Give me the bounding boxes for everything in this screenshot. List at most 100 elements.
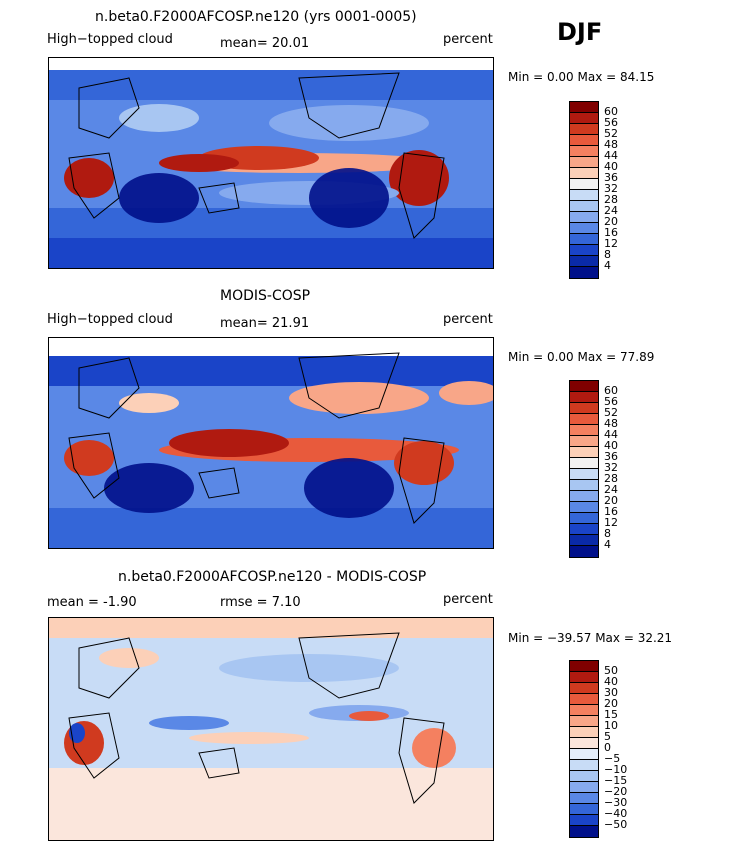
panel1-colorbar-tick: 4 — [604, 259, 611, 272]
panel2-colorbar-tick: 16 — [604, 505, 618, 518]
panel1-colorbar-tick: 20 — [604, 215, 618, 228]
panel2-colorbar-swatch — [570, 392, 598, 403]
panel3-colorbar-swatch — [570, 716, 598, 727]
panel1-colorbar-tick: 24 — [604, 204, 618, 217]
panel3-colorbar-swatch — [570, 738, 598, 749]
panel2-colorbar-swatch — [570, 535, 598, 546]
panel3-rmse-label: rmse = 7.10 — [220, 595, 301, 610]
panel1-minmax: Min = 0.00 Max = 84.15 — [508, 70, 655, 84]
panel2-colorbar-tick: 60 — [604, 384, 618, 397]
panel1-colorbar-tick: 16 — [604, 226, 618, 239]
panel1-colorbar-tick: 44 — [604, 149, 618, 162]
panel1-colorbar-tick: 56 — [604, 116, 618, 129]
panel1-mean-label: mean= 20.01 — [220, 36, 310, 51]
panel3-colorbar-tick: −15 — [604, 774, 628, 787]
panel1-colorbar-swatch — [570, 212, 598, 223]
panel1-colorbar-swatch — [570, 190, 598, 201]
panel1-colorbar-swatch — [570, 157, 598, 168]
panel3-colorbar-tick: 20 — [604, 697, 618, 710]
panel3-colorbar-tick: −5 — [604, 752, 621, 765]
panel2-colorbar-swatch — [570, 524, 598, 535]
panel2-title: MODIS-COSP — [220, 288, 311, 304]
panel3-colorbar-swatch — [570, 749, 598, 760]
panel1-title: n.beta0.F2000AFCOSP.ne120 (yrs 0001-0005… — [95, 9, 417, 25]
panel2-colorbar — [569, 380, 599, 558]
panel3-colorbar-swatch — [570, 661, 598, 672]
panel1-colorbar-swatch — [570, 135, 598, 146]
panel3-colorbar-swatch — [570, 727, 598, 738]
panel2-colorbar-swatch — [570, 436, 598, 447]
panel3-colorbar-tick: 40 — [604, 675, 618, 688]
panel2-colorbar-tick: 28 — [604, 472, 618, 485]
panel2-colorbar-swatch — [570, 502, 598, 513]
panel2-colorbar-swatch — [570, 513, 598, 524]
panel2-colorbar-swatch — [570, 381, 598, 392]
panel2-variable-label: High−topped cloud — [47, 312, 173, 327]
panel2-colorbar-tick: 24 — [604, 483, 618, 496]
panel3-colorbar-tick: 5 — [604, 730, 611, 743]
panel2-colorbar-tick: 44 — [604, 428, 618, 441]
panel3-colorbar-tick: 15 — [604, 708, 618, 721]
panel1-colorbar-swatch — [570, 179, 598, 190]
panel1-units-label: percent — [443, 32, 493, 47]
panel1-colorbar-tick: 60 — [604, 105, 618, 118]
panel3-colorbar-tick: −30 — [604, 796, 628, 809]
panel2-colorbar-swatch — [570, 425, 598, 436]
panel3-units-label: percent — [443, 592, 493, 607]
panel1-colorbar-swatch — [570, 201, 598, 212]
panel3-colorbar-swatch — [570, 683, 598, 694]
panel3-colorbar-tick: 50 — [604, 664, 618, 677]
panel1-colorbar-swatch — [570, 102, 598, 113]
panel3-colorbar — [569, 660, 599, 838]
panel1-colorbar-swatch — [570, 245, 598, 256]
panel2-colorbar-tick: 8 — [604, 527, 611, 540]
panel1-colorbar-swatch — [570, 113, 598, 124]
panel3-colorbar-tick: 10 — [604, 719, 618, 732]
panel3-map — [48, 617, 494, 841]
panel2-colorbar-swatch — [570, 546, 598, 557]
panel3-colorbar-swatch — [570, 815, 598, 826]
panel1-colorbar-swatch — [570, 223, 598, 234]
panel3-colorbar-swatch — [570, 804, 598, 815]
panel2-colorbar-tick: 32 — [604, 461, 618, 474]
panel3-colorbar-tick: 30 — [604, 686, 618, 699]
panel1-colorbar-swatch — [570, 146, 598, 157]
panel3-colorbar-swatch — [570, 760, 598, 771]
panel1-colorbar-tick: 36 — [604, 171, 618, 184]
panel1-colorbar — [569, 101, 599, 279]
panel1-colorbar-swatch — [570, 267, 598, 278]
panel2-mean-label: mean= 21.91 — [220, 316, 310, 331]
panel3-colorbar-tick: −10 — [604, 763, 628, 776]
panel1-colorbar-tick: 8 — [604, 248, 611, 261]
panel3-colorbar-swatch — [570, 694, 598, 705]
panel3-colorbar-swatch — [570, 826, 598, 837]
panel3-minmax: Min = −39.57 Max = 32.21 — [508, 631, 673, 645]
season-label: DJF — [557, 18, 603, 46]
panel2-map — [48, 337, 494, 549]
panel2-colorbar-swatch — [570, 491, 598, 502]
panel1-colorbar-tick: 28 — [604, 193, 618, 206]
panel3-colorbar-swatch — [570, 793, 598, 804]
panel1-map — [48, 57, 494, 269]
panel3-colorbar-tick: −20 — [604, 785, 628, 798]
panel2-colorbar-swatch — [570, 480, 598, 491]
panel1-colorbar-swatch — [570, 234, 598, 245]
panel2-colorbar-swatch — [570, 469, 598, 480]
panel1-colorbar-swatch — [570, 124, 598, 135]
panel3-colorbar-swatch — [570, 771, 598, 782]
panel2-colorbar-tick: 36 — [604, 450, 618, 463]
panel3-title: n.beta0.F2000AFCOSP.ne120 - MODIS-COSP — [118, 569, 427, 585]
panel3-colorbar-tick: −50 — [604, 818, 628, 831]
panel3-colorbar-swatch — [570, 672, 598, 683]
panel2-colorbar-tick: 12 — [604, 516, 618, 529]
panel3-mean-label: mean = -1.90 — [47, 595, 137, 610]
panel2-colorbar-tick: 52 — [604, 406, 618, 419]
panel1-colorbar-tick: 48 — [604, 138, 618, 151]
panel2-minmax: Min = 0.00 Max = 77.89 — [508, 350, 655, 364]
panel3-colorbar-swatch — [570, 705, 598, 716]
panel2-colorbar-swatch — [570, 403, 598, 414]
panel3-colorbar-tick: −40 — [604, 807, 628, 820]
panel2-colorbar-tick: 20 — [604, 494, 618, 507]
panel3-colorbar-tick: 0 — [604, 741, 611, 754]
panel1-colorbar-tick: 52 — [604, 127, 618, 140]
